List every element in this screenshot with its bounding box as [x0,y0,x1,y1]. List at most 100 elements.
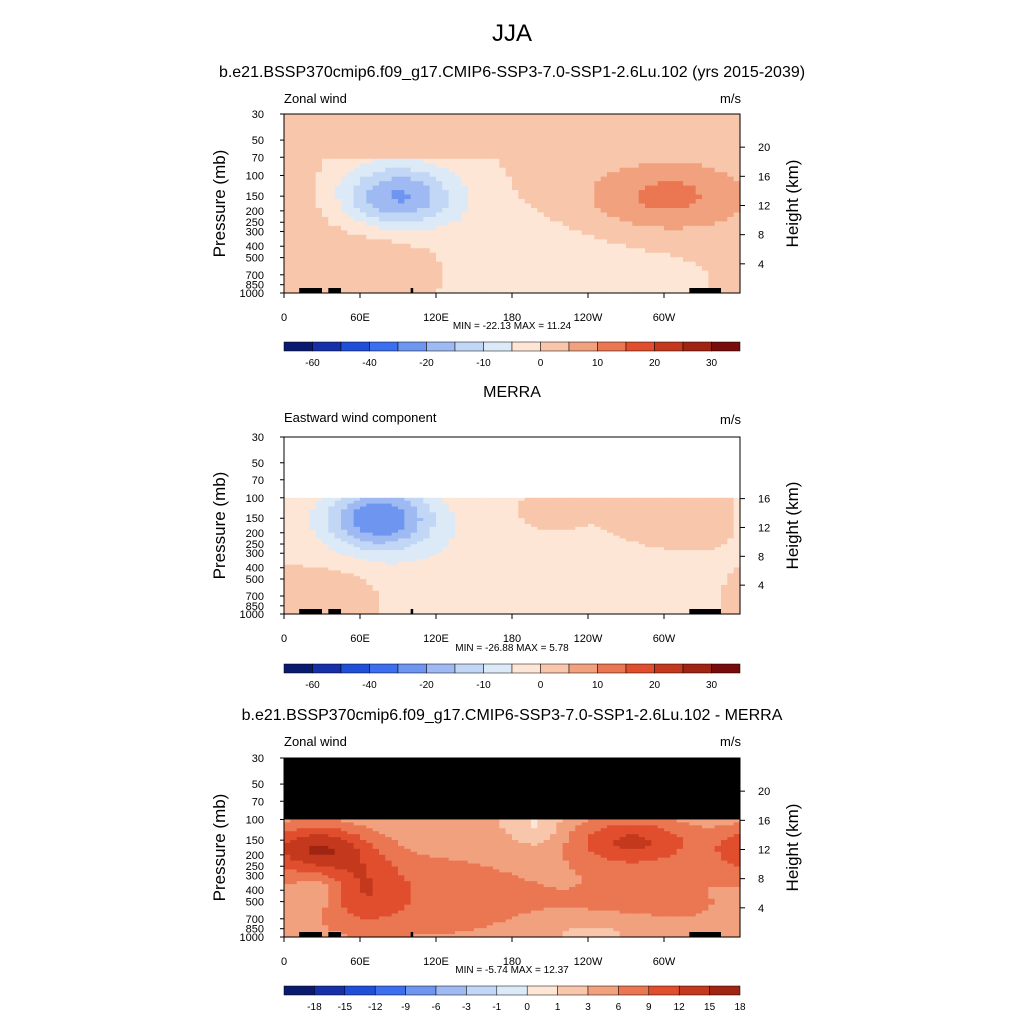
field-cell [657,279,665,285]
field-cell [391,239,399,245]
field-cell [657,114,665,120]
field-cell [645,270,652,276]
field-cell [379,602,386,606]
field-cell [461,587,469,592]
field-cell [474,275,481,281]
field-cell [315,518,323,522]
field-cell [543,181,551,187]
field-cell [315,587,323,592]
field-cell [569,176,576,182]
field-cell [341,541,348,545]
field-cell [284,541,291,545]
field-cell [721,279,728,285]
field-cell [309,154,317,160]
field-cell [461,608,469,612]
field-cell [467,118,475,124]
field-cell [543,523,551,528]
field-cell [303,284,310,290]
field-cell [467,248,475,254]
field-cell [372,570,380,574]
field-cell [588,590,595,595]
field-cell [398,506,405,510]
field-cell [695,163,703,169]
field-cell [398,605,405,609]
field-cell [309,118,317,124]
panel1-colorbar [283,341,741,352]
field-cell [512,194,519,200]
field-cell [467,149,475,155]
field-cell [581,140,589,146]
field-cell [531,275,538,281]
field-cell [676,207,684,214]
field-cell [556,239,564,245]
field-cell [683,257,690,263]
field-cell [581,154,589,160]
field-cell [347,523,355,528]
field-cell [550,506,557,510]
field-cell [714,212,722,218]
field-cell [474,590,481,595]
field-cell [512,500,519,505]
field-cell [417,145,424,151]
field-cell [594,509,602,513]
field-cell [670,225,678,231]
field-cell [467,587,475,592]
field-cell [284,532,291,537]
field-cell [284,279,291,285]
field-cell [417,185,424,191]
field-cell [683,234,690,240]
field-cell [531,605,538,609]
field-cell [385,521,393,525]
field-cell [569,172,576,178]
field-cell [512,555,519,560]
field-cell [664,275,671,281]
field-cell [588,203,595,209]
field-cell [442,216,450,222]
field-cell [493,570,500,574]
field-cell [474,163,481,169]
field-cell [600,279,608,285]
field-cell [543,145,551,151]
field-cell [531,122,538,129]
field-cell [493,248,500,254]
colorbar-label: -10 [476,358,491,369]
field-cell [315,194,323,200]
field-cell [594,131,602,137]
field-cell [556,552,564,557]
field-cell [429,564,437,569]
field-cell [499,509,507,513]
field-cell [315,555,323,560]
field-cell [455,526,462,531]
field-cell [391,221,399,227]
field-cell [334,136,342,142]
field-cell [341,506,348,510]
field-cell [315,558,323,563]
field-cell [657,248,665,254]
field-cell [309,500,317,505]
field-cell [391,243,399,249]
field-cell [322,154,329,160]
x-tick-label: 60W [653,312,676,324]
field-cell [404,593,412,598]
field-cell [296,252,304,258]
field-cell [309,506,317,510]
field-cell [303,587,310,592]
field-cell [645,252,652,258]
field-cell [505,587,513,592]
field-cell [448,207,456,214]
field-cell [537,500,545,505]
field-cell [518,593,526,598]
field-cell [727,266,735,272]
field-cell [461,538,469,542]
field-cell [562,288,570,294]
field-cell [442,234,450,240]
field-cell [518,550,526,554]
field-cell [410,538,418,542]
field-cell [505,544,513,548]
field-cell [499,503,507,508]
field-cell [385,216,393,222]
field-cell [290,284,298,290]
field-cell [518,194,526,200]
field-cell [512,239,519,245]
field-cell [341,535,348,540]
